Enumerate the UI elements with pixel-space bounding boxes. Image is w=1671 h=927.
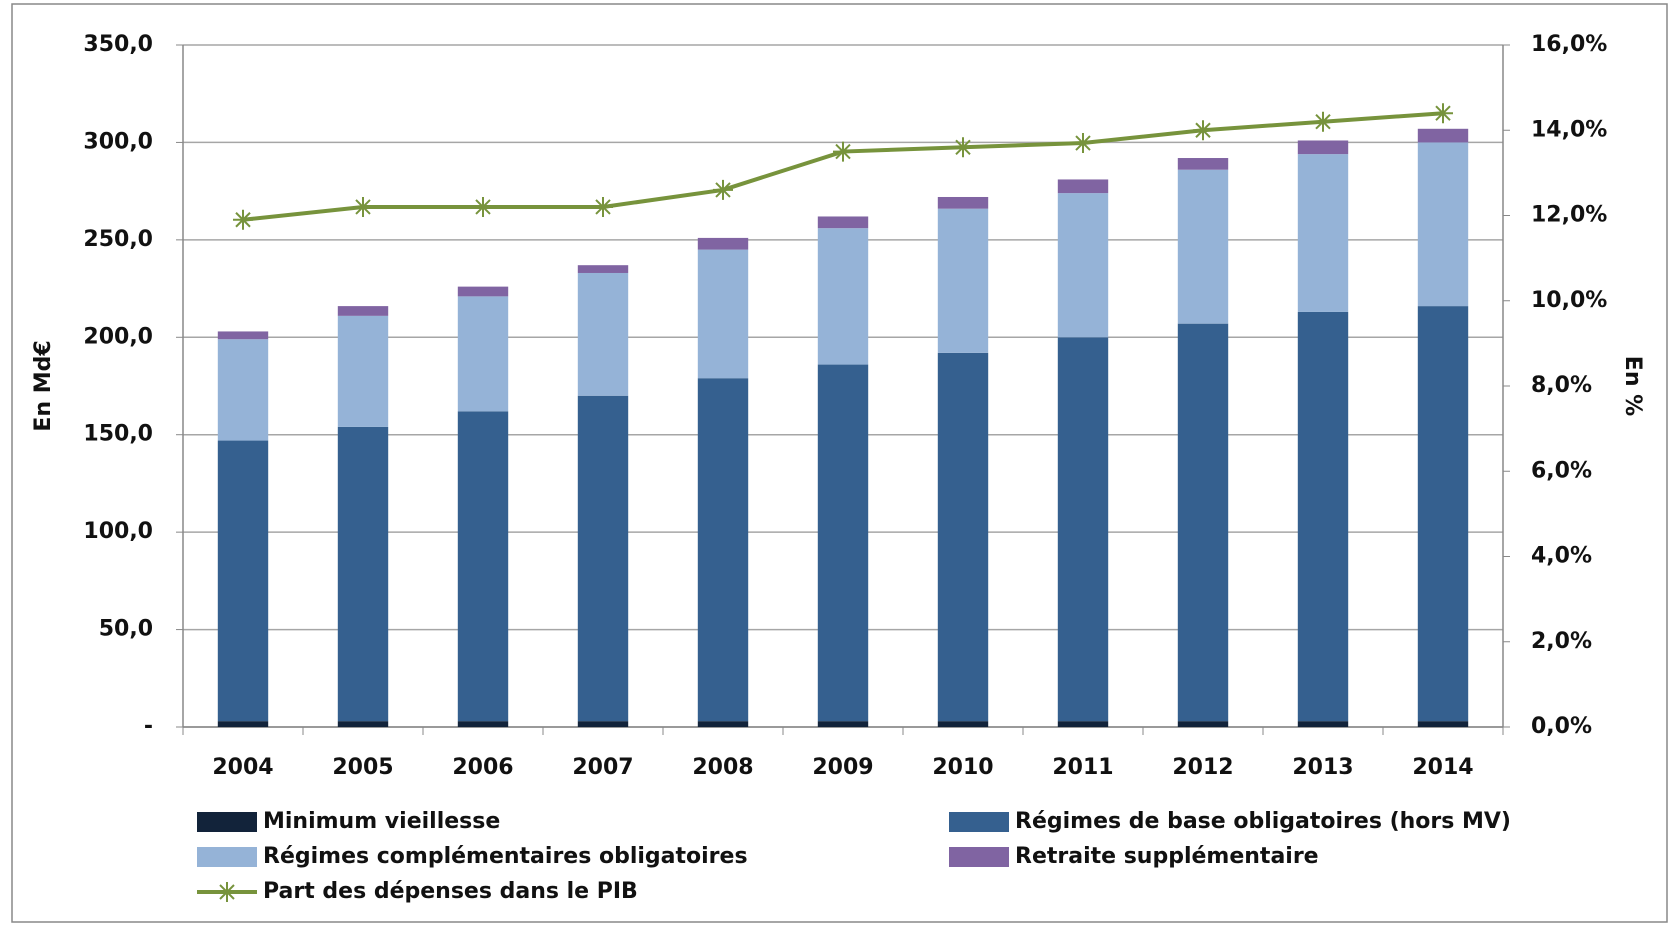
bar-segment: [1417, 306, 1469, 722]
y2-tick-label: 14,0%: [1531, 117, 1607, 142]
line-marker: [473, 196, 493, 217]
line-marker: [593, 196, 613, 217]
bar-segment: [817, 228, 869, 365]
bar-segment: [1177, 721, 1229, 727]
y2-tick-label: 6,0%: [1531, 458, 1592, 483]
x-tick-label: 2006: [452, 755, 513, 780]
line-marker: [1193, 120, 1213, 141]
bar-segment: [1417, 142, 1469, 307]
y2-tick-label: 16,0%: [1531, 32, 1607, 57]
bar-segment: [937, 208, 989, 353]
y2-tick-label: 10,0%: [1531, 288, 1607, 313]
bar-segment: [697, 237, 749, 250]
bar-segment: [577, 265, 629, 273]
x-tick-label: 2012: [1172, 755, 1233, 780]
bar-segment: [697, 249, 749, 379]
legend-swatch: [949, 812, 1009, 832]
bar-segment: [1177, 323, 1229, 722]
line-series: [242, 111, 1444, 222]
line-marker: [353, 196, 373, 217]
bar-segment: [697, 378, 749, 722]
legend-label: Régimes de base obligatoires (hors MV): [1015, 809, 1511, 834]
y-tick-label: 300,0: [83, 129, 153, 154]
y-tick-label: -: [144, 714, 153, 739]
x-tick-label: 2009: [812, 755, 873, 780]
x-tick-label: 2014: [1412, 755, 1473, 780]
bar-segment: [1177, 169, 1229, 324]
bar-segment: [697, 721, 749, 727]
y2-tick-label: 8,0%: [1531, 373, 1592, 398]
bar-segment: [937, 352, 989, 722]
bar-segment: [1057, 193, 1109, 338]
legend-swatch: [197, 812, 257, 832]
bar-segment: [217, 339, 269, 441]
bar-segment: [1297, 140, 1349, 155]
legend-swatch: [197, 847, 257, 867]
y-tick-label: 250,0: [83, 227, 153, 252]
bar-segment: [337, 306, 389, 316]
y-tick-label: 100,0: [83, 519, 153, 544]
bar-segment: [1297, 154, 1349, 312]
x-tick-label: 2008: [692, 755, 753, 780]
bar-segment: [817, 216, 869, 229]
x-tick-label: 2010: [932, 755, 993, 780]
chart-border: [11, 3, 1668, 923]
line-marker: [953, 137, 973, 158]
x-tick-label: 2007: [572, 755, 633, 780]
bar-segment: [1297, 311, 1349, 722]
legend-label: Part des dépenses dans le PIB: [263, 879, 638, 904]
line-marker: [713, 179, 733, 200]
bar-segment: [817, 721, 869, 727]
bar-segment: [577, 721, 629, 727]
bar-segment: [1057, 179, 1109, 194]
legend-label: Retraite supplémentaire: [1015, 844, 1319, 869]
bar-segment: [937, 721, 989, 727]
bar-segment: [817, 364, 869, 722]
y-axis-title: En Md€: [31, 340, 56, 431]
x-tick-label: 2013: [1292, 755, 1353, 780]
legend-label: Régimes complémentaires obligatoires: [263, 844, 748, 869]
legend-label: Minimum vieillesse: [263, 809, 500, 834]
y2-tick-label: 4,0%: [1531, 544, 1592, 569]
bar-segment: [217, 331, 269, 340]
bar-segment: [1057, 337, 1109, 722]
line-marker: [233, 209, 253, 230]
bar-segment: [457, 286, 509, 297]
bar-segment: [1297, 721, 1349, 727]
y2-tick-label: 2,0%: [1531, 629, 1592, 654]
bar-segment: [457, 296, 509, 412]
x-tick-label: 2005: [332, 755, 393, 780]
bar-segment: [337, 426, 389, 722]
bar-segment: [937, 196, 989, 209]
bar-segment: [457, 721, 509, 727]
bar-segment: [577, 272, 629, 396]
y-tick-label: 150,0: [83, 422, 153, 447]
bar-segment: [577, 395, 629, 722]
x-tick-label: 2011: [1052, 755, 1113, 780]
y2-tick-label: 0,0%: [1531, 714, 1592, 739]
y2-tick-label: 12,0%: [1531, 203, 1607, 228]
x-tick-label: 2004: [212, 755, 273, 780]
y-tick-label: 350,0: [83, 32, 153, 57]
line-marker: [833, 141, 853, 162]
line-marker: [1313, 111, 1333, 132]
legend-swatch-marker: [217, 882, 237, 902]
bar-segment: [337, 721, 389, 727]
y2-axis-title: En %: [1620, 356, 1645, 416]
bar-segment: [1417, 721, 1469, 727]
y-tick-label: 50,0: [99, 617, 153, 642]
bar-segment: [457, 411, 509, 722]
bar-segment: [1177, 158, 1229, 170]
y-tick-label: 200,0: [83, 324, 153, 349]
legend-swatch: [949, 847, 1009, 867]
line-marker: [1433, 103, 1453, 124]
bar-segment: [217, 440, 269, 722]
bar-segment: [337, 315, 389, 427]
bar-segment: [1057, 721, 1109, 727]
bar-segment: [1417, 128, 1469, 143]
bar-segment: [217, 721, 269, 727]
line-marker: [1073, 133, 1093, 154]
